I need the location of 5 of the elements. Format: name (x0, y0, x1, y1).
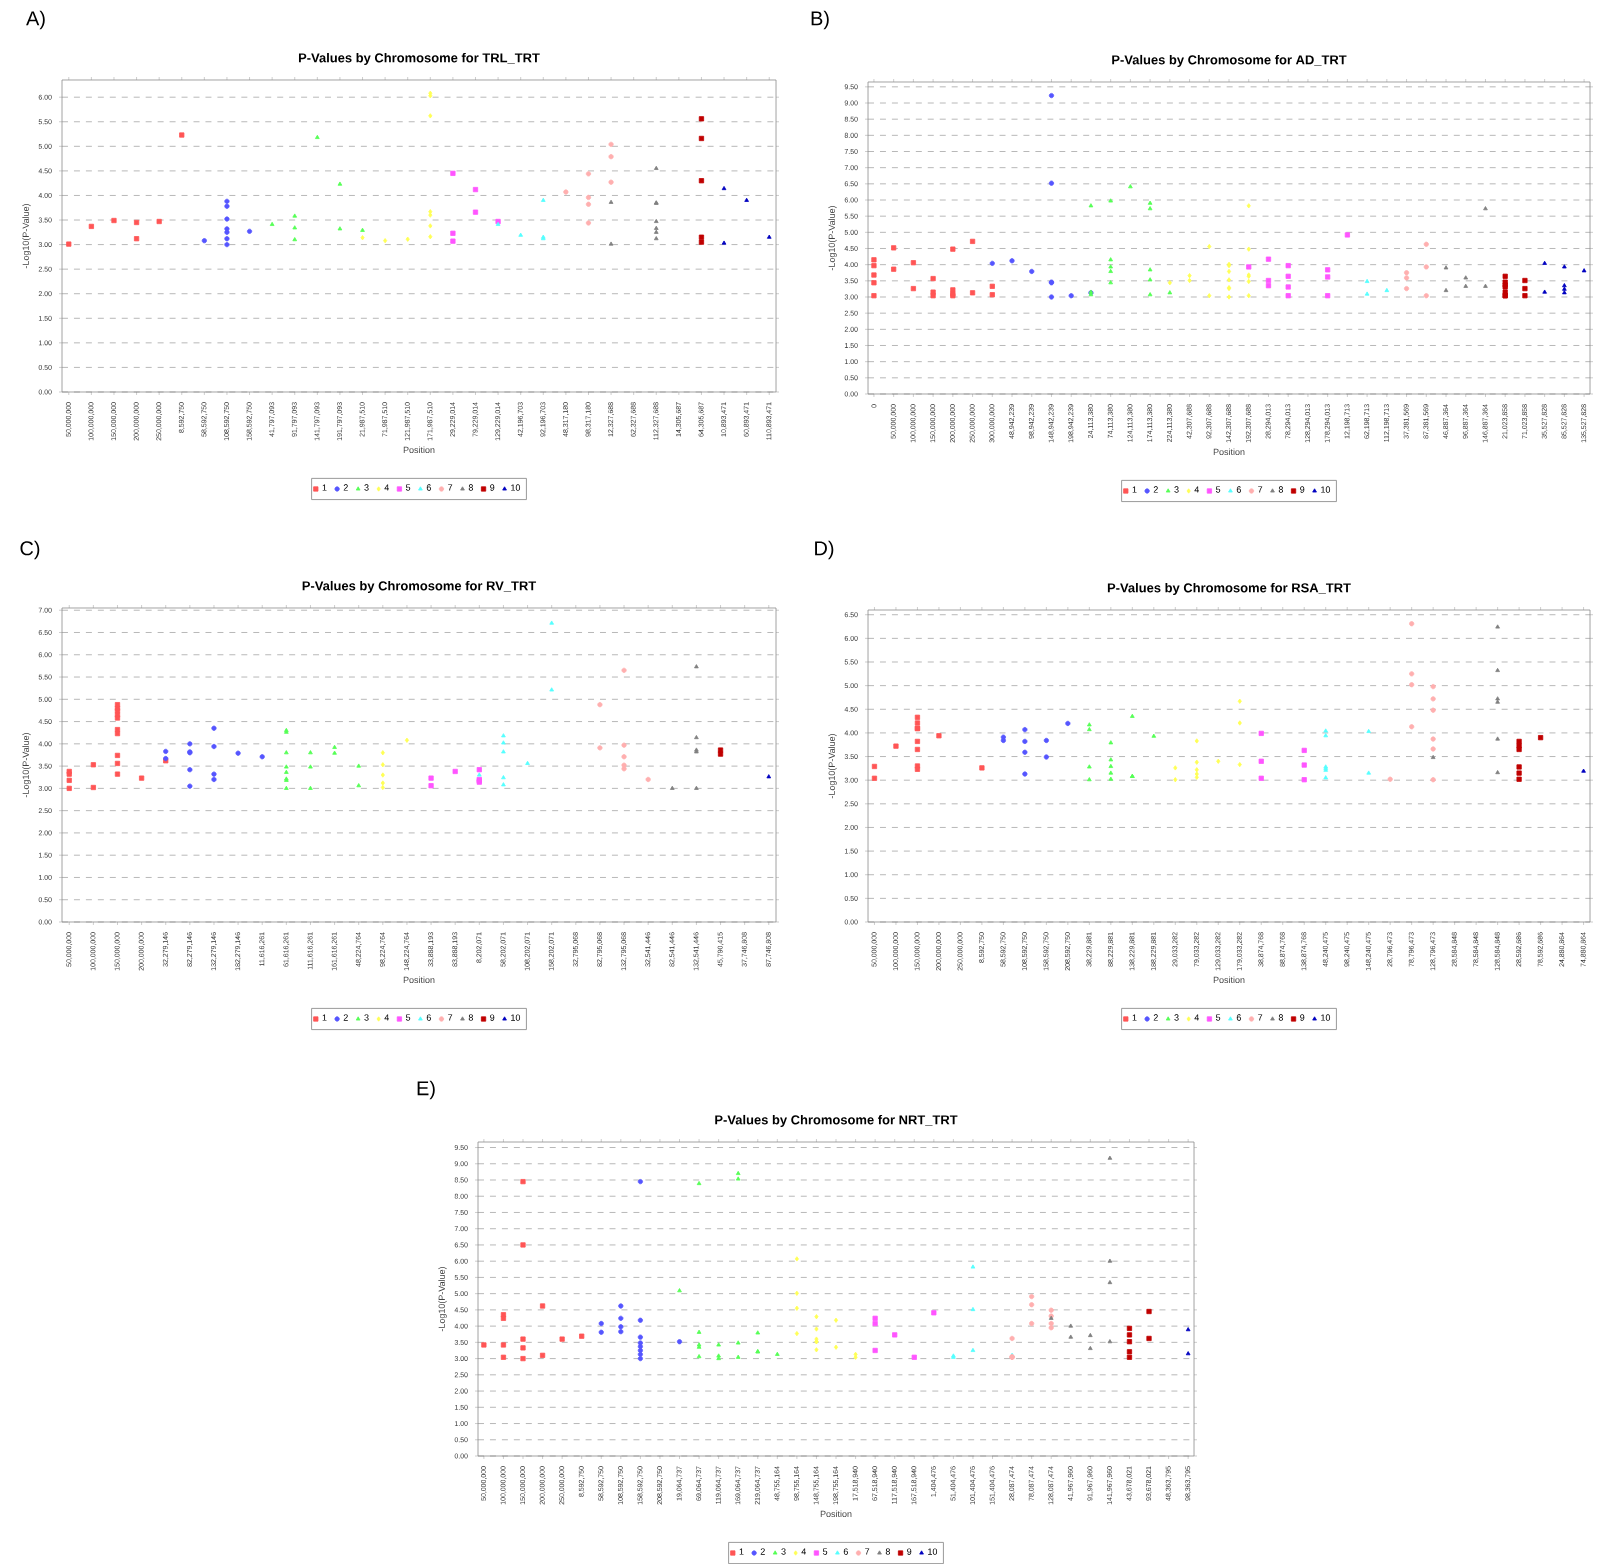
text: C) (20, 540, 40, 560)
text: E) (417, 1080, 435, 1100)
text: D) (815, 540, 834, 560)
text: A) (26, 10, 45, 30)
text: B) (811, 10, 829, 30)
